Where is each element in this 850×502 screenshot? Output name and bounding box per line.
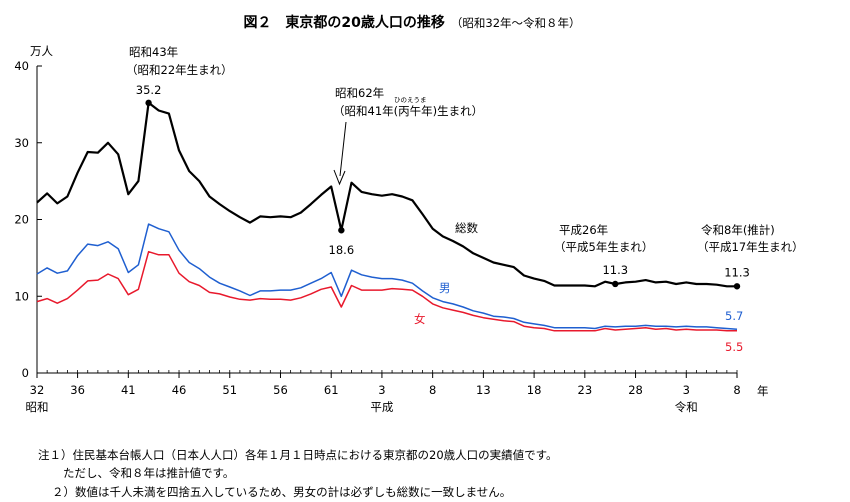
note-1-cont: ただし、令和８年は推計値です。	[63, 466, 235, 480]
series-label-male: 男	[439, 281, 451, 295]
era-label: 昭和	[26, 400, 49, 414]
x-axis-unit: 年	[757, 384, 769, 398]
x-tick-label: 41	[121, 383, 136, 397]
point-marker-r8	[733, 283, 741, 290]
value-label-r8: 11.3	[724, 265, 750, 279]
annotation-hinoeuma-birth: （昭和41年(丙午年)生まれ）	[333, 104, 483, 118]
value-label-peak: 35.2	[136, 83, 162, 97]
series-label-female: 女	[414, 312, 426, 326]
point-marker-hinoeuma	[338, 227, 345, 234]
annotation-hinoeuma-kanji: 丙午年	[398, 104, 433, 118]
x-tick-label: 23	[578, 383, 593, 397]
annotation-peak-birth: （昭和22年生まれ）	[126, 63, 233, 77]
chart-title: 図２ 東京都の20歳人口の推移 （昭和32年～令和８年）	[243, 14, 580, 31]
annotation-layer: 35.2 昭和43年 （昭和22年生まれ） 18.6 昭和62年ひのえうま（昭和41年(…	[126, 45, 804, 354]
x-tick-label: 3	[683, 383, 690, 397]
x-tick-label: 36	[70, 383, 85, 397]
era-label: 平成	[370, 400, 393, 414]
end-value-male: 5.7	[725, 309, 743, 323]
annotation-peak-year: 昭和43年	[129, 45, 178, 59]
value-label-hinoeuma: 18.6	[329, 243, 355, 257]
x-tick-label: 56	[273, 383, 288, 397]
annotation-r8-birth: （平成17年生まれ）	[697, 240, 804, 254]
end-value-female: 5.5	[725, 340, 743, 354]
annotation-h26-year: 平成26年	[559, 223, 608, 237]
y-axis-unit: 万人	[30, 44, 53, 58]
annotation-r8-year: 令和8年(推計)	[701, 223, 775, 237]
axes: 0 10 20 30 40 32 36 41 46 51 56 61 3 8 13 18 23 28 3 8 昭和 平成 令…	[14, 59, 740, 414]
note-1: 注１）住民基本台帳人口（日本人人口）各年１月１日時点における東京都の20歳人口の…	[38, 448, 558, 462]
annotation-hinoeuma-year: 昭和62年	[335, 86, 384, 100]
x-tick-label: 46	[172, 383, 187, 397]
y-tick-label: 0	[22, 366, 29, 380]
population-chart: 図２ 東京都の20歳人口の推移 （昭和32年～令和８年） 万人 年 0 10 20 30…	[14, 14, 804, 414]
x-tick-label: 28	[628, 383, 643, 397]
era-label: 令和	[675, 400, 698, 414]
x-tick-label: 13	[476, 383, 491, 397]
series-total-line	[36, 101, 737, 288]
x-tick-label: 8	[733, 383, 740, 397]
point-marker-h26	[612, 280, 619, 288]
y-tick-label: 20	[14, 213, 29, 227]
series-male-line	[36, 223, 738, 331]
series-female-line	[36, 250, 737, 332]
x-tick-label: 18	[527, 383, 542, 397]
x-tick-label: 3	[378, 383, 385, 397]
annotation-hinoeuma-ruby: ひのえうま	[394, 96, 427, 104]
y-tick-label: 10	[14, 289, 29, 303]
point-marker-peak	[145, 99, 152, 107]
annotation-arrow-line	[339, 121, 347, 177]
series-layer	[36, 101, 738, 332]
x-tick-label: 32	[30, 383, 45, 397]
x-tick-label: 61	[324, 383, 339, 397]
value-label-h26: 11.3	[602, 263, 628, 277]
annotation-h26-birth: （平成5年生まれ）	[554, 240, 653, 254]
y-tick-label: 30	[14, 136, 29, 150]
note-2: ２）数値は千人未満を四捨五入しているため、男女の計は必ずしも総数に一致しません。	[52, 485, 512, 499]
annotation-arrow-head	[333, 169, 346, 186]
y-tick-label: 40	[14, 59, 29, 73]
x-tick-label: 51	[222, 383, 237, 397]
series-label-total: 総数	[455, 221, 478, 235]
x-tick-label: 8	[429, 383, 436, 397]
